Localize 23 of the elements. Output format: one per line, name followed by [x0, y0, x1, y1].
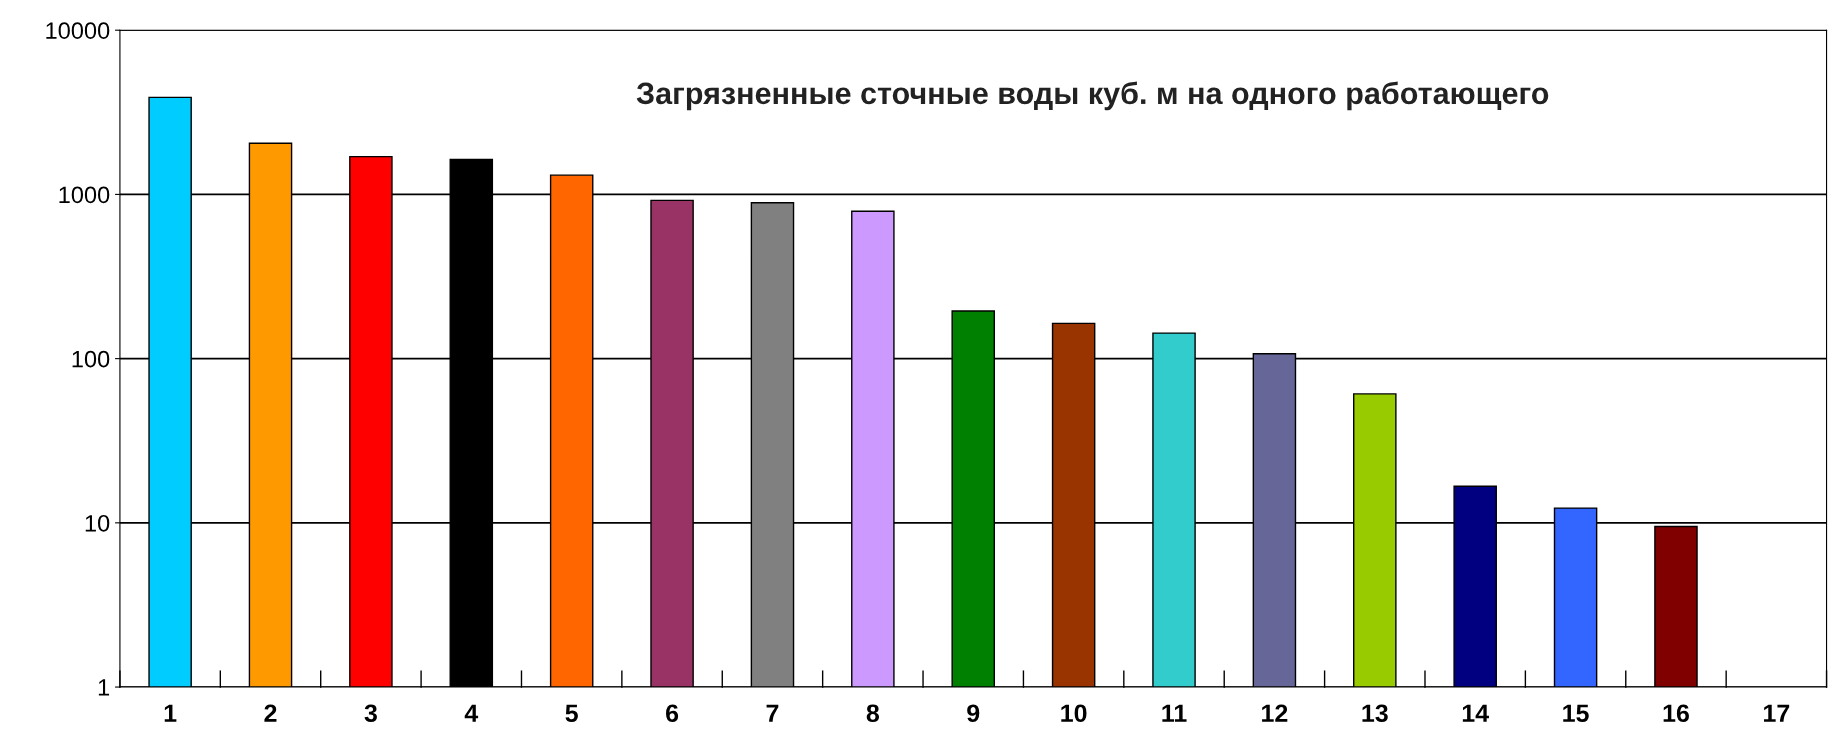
y-tick-label: 100: [72, 350, 110, 368]
x-tick-label: 4: [464, 704, 479, 722]
x-tick-label: 9: [967, 704, 980, 723]
x-tick-label: 17: [1764, 704, 1790, 722]
x-tick-label: 5: [565, 704, 578, 723]
y-tick-label: 1: [98, 679, 110, 696]
x-tick-label: 10: [1061, 704, 1087, 723]
x-tick-label: 1: [164, 704, 177, 722]
y-tick-label: 10: [85, 514, 110, 532]
y-tick-label: 10000: [46, 22, 110, 39]
x-tick-label: 16: [1663, 704, 1689, 723]
x-tick-label: 11: [1162, 704, 1187, 722]
x-tick-label: 12: [1262, 704, 1288, 722]
x-tick-label: 14: [1462, 704, 1489, 722]
x-tick-label: 15: [1563, 704, 1589, 723]
x-tick-label: 3: [364, 704, 377, 723]
x-tick-label: 2: [264, 704, 277, 722]
text: Загрязненные сточные воды куб. м на одного работающего: [636, 81, 1549, 111]
x-tick-label: 7: [766, 704, 779, 722]
x-tick-label: 6: [666, 704, 679, 723]
y-tick-label: 1000: [59, 186, 110, 204]
x-tick-label: 13: [1362, 704, 1388, 723]
x-tick-label: 8: [866, 704, 880, 723]
